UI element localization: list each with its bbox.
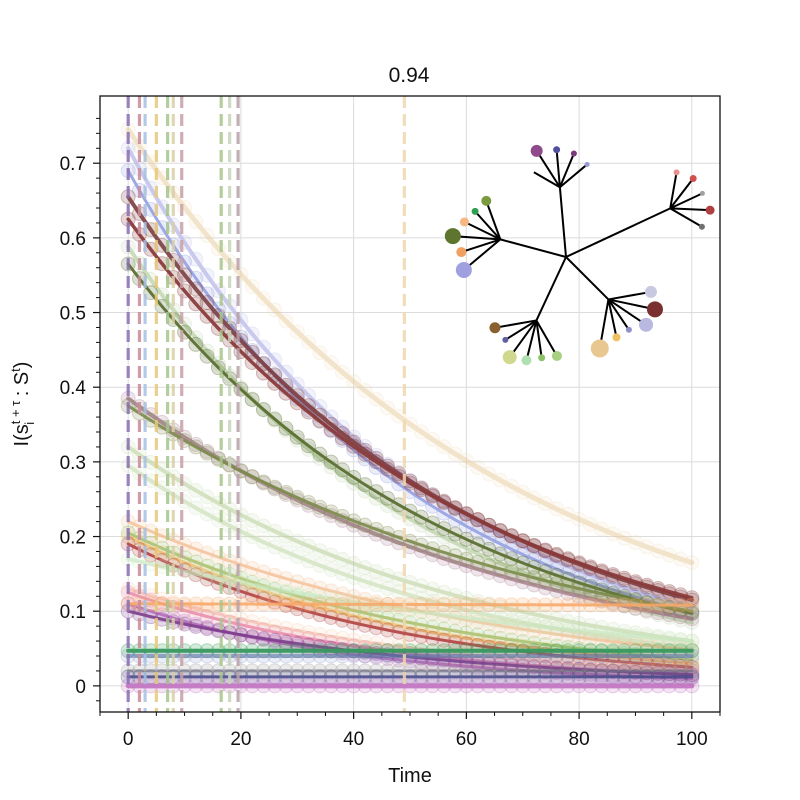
- plot-content: [120, 96, 700, 712]
- tree-leaf-green: [471, 207, 479, 215]
- tree-leaf-gold: [612, 333, 621, 342]
- x-tick-label-5: 100: [676, 729, 708, 750]
- tree-edge: [525, 320, 538, 361]
- tree-edge: [464, 221, 501, 241]
- tree-edge: [670, 207, 711, 212]
- tree-edge: [461, 238, 501, 254]
- series-24: [120, 669, 700, 685]
- tree-leaf-gray-lav: [644, 285, 657, 298]
- tree-edge: [669, 207, 703, 228]
- tree-edge: [669, 172, 678, 209]
- tree-edge: [607, 298, 630, 331]
- series-0-line: [125, 127, 695, 566]
- tree-leaf-darkred: [705, 205, 715, 215]
- y-label-part-i: I(s: [11, 424, 33, 446]
- tree-edge: [535, 320, 543, 358]
- tree-edge: [474, 210, 502, 241]
- tree-edge: [558, 153, 575, 188]
- tree-edge: [669, 177, 694, 210]
- tree-edge: [669, 192, 703, 210]
- tree-edge: [533, 171, 561, 189]
- axes: 0 20 40 60 80 100 0 0.1 0.2 0.3 0.4 0.5 0.6 0.7: [60, 117, 721, 750]
- tree-edge: [485, 200, 502, 240]
- tree-leaf-salmon: [673, 169, 680, 176]
- tree-edge: [607, 299, 618, 338]
- y-tick-label-5: 0.5: [60, 304, 86, 325]
- y-label-sub: i: [22, 422, 37, 425]
- tree-edge: [565, 224, 635, 258]
- tree-edge: [633, 207, 671, 227]
- tree-leaf-lavender-big: [455, 261, 472, 278]
- y-tick-label-3: 0.3: [60, 453, 86, 474]
- tree-leaf-red: [689, 174, 697, 182]
- y-tick-label-1: 0.1: [60, 602, 86, 623]
- series-23: [120, 663, 700, 679]
- x-tick-label-0: 0: [123, 729, 134, 750]
- tree-leaf-lavender-mid: [639, 317, 654, 332]
- tree-leaf-maroon-big: [646, 301, 663, 318]
- tree-edge: [500, 238, 567, 258]
- tree-leaf-khaki: [502, 350, 517, 365]
- y-tick-label-2: 0.2: [60, 528, 86, 549]
- inset-tree: [444, 144, 715, 366]
- tree-edge: [607, 298, 647, 326]
- x-tick-label-1: 20: [230, 729, 251, 750]
- tree-leaf-gray2: [698, 223, 705, 230]
- tree-leaf-indigo: [553, 146, 561, 154]
- tree-edge: [535, 256, 567, 321]
- y-axis-label: I(st + τi : St): [8, 362, 37, 447]
- series-0: [120, 122, 700, 571]
- y-label-close: ): [11, 362, 33, 369]
- y-tick-label-7: 0.7: [60, 154, 86, 175]
- tree-edge: [608, 290, 652, 301]
- tree-leaf-sand-big: [590, 339, 609, 358]
- tree-leaf-periwinkle-small: [584, 161, 590, 167]
- chart-title: 0.94: [389, 64, 430, 87]
- tree-leaf-olive-big: [444, 228, 461, 245]
- series-25: [120, 678, 700, 694]
- y-tick-label-6: 0.6: [60, 229, 86, 250]
- tree-edge: [558, 187, 567, 258]
- y-tick-label-0: 0: [75, 677, 86, 698]
- series-20-line: [126, 602, 694, 607]
- series-15-line: [126, 556, 694, 644]
- tree-edge: [559, 163, 588, 189]
- tree-edge: [504, 319, 537, 341]
- x-tick-label-4: 80: [569, 729, 590, 750]
- series-9-line: [126, 444, 694, 644]
- tree-edge: [565, 256, 610, 301]
- series-20: [120, 596, 700, 613]
- x-tick-label-3: 60: [456, 729, 477, 750]
- x-tick-label-2: 40: [343, 729, 364, 750]
- tree-leaf-orange: [456, 247, 467, 258]
- series-16-line: [126, 587, 694, 673]
- series-22: [120, 648, 700, 664]
- tree-leaf-peach: [459, 217, 469, 227]
- y-label-sup-t: t: [8, 368, 23, 372]
- tree-leaf-limegreen: [538, 354, 546, 362]
- tree-leaf-purple: [530, 144, 543, 157]
- tree-leaf-brown: [489, 322, 501, 334]
- tree-leaf-mint: [521, 355, 532, 366]
- tree-edge: [535, 319, 558, 357]
- tree-edge: [535, 150, 561, 188]
- tree-leaf-lightgreen: [551, 350, 562, 361]
- tree-leaf-gray1: [699, 190, 705, 196]
- tree-edge: [494, 319, 537, 329]
- x-axis-label: Time: [388, 765, 432, 787]
- tree-leaf-olive-small: [481, 195, 492, 206]
- tree-edge: [508, 319, 538, 358]
- tree-leaf-lilac: [625, 326, 632, 333]
- tree-leaf-darkpink: [570, 150, 577, 157]
- tree-edge: [555, 149, 561, 188]
- y-tick-label-4: 0.4: [60, 378, 87, 399]
- tree-leaf-slate: [502, 336, 509, 343]
- y-label-sup: t + τ: [8, 400, 23, 424]
- y-label-part-s: : S: [11, 372, 33, 402]
